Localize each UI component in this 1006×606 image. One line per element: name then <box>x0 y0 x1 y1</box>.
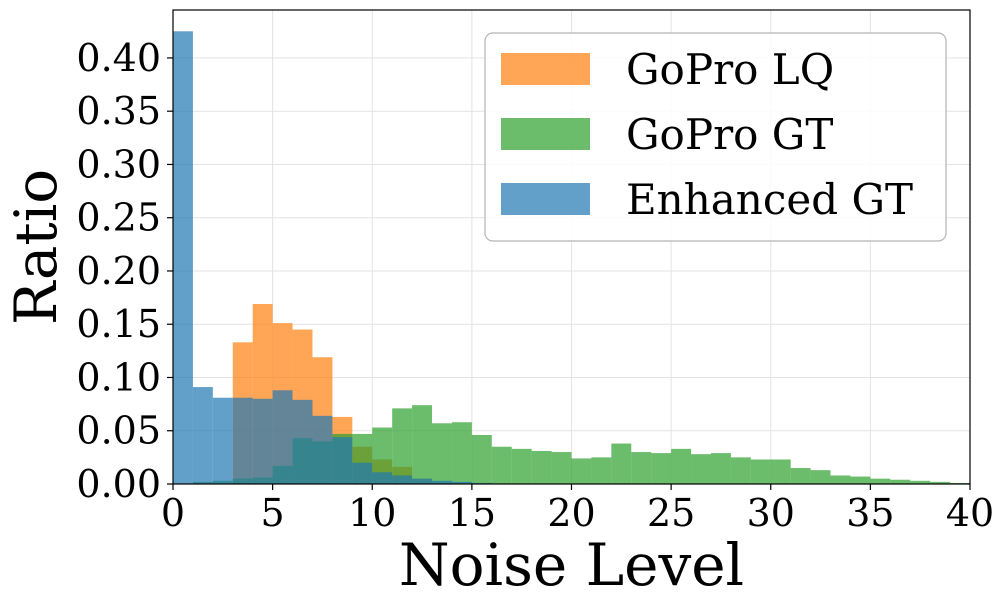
histogram-bar <box>591 457 612 484</box>
histogram-bar <box>671 448 692 484</box>
histogram-bar <box>212 397 233 484</box>
x-tick-label: 30 <box>747 491 795 535</box>
histogram-bar <box>412 405 433 484</box>
histogram-bar <box>511 448 532 484</box>
histogram-bar <box>850 476 871 484</box>
histogram-bar <box>691 454 711 484</box>
y-axis-label: Ratio <box>2 169 70 325</box>
legend-label: GoPro GT <box>626 110 833 159</box>
histogram-bar <box>810 470 831 484</box>
legend-swatch <box>501 53 590 85</box>
histogram-bar <box>750 459 771 484</box>
legend-item: Enhanced GT <box>501 175 913 224</box>
histogram-bar <box>252 398 273 484</box>
histogram-bar <box>890 479 911 484</box>
y-tick-label: 0.35 <box>76 89 161 133</box>
histogram-bar <box>352 462 373 484</box>
histogram-bar <box>451 422 472 484</box>
y-tick-label: 0.05 <box>76 409 161 453</box>
histogram-bar <box>392 408 413 484</box>
histogram-bar <box>910 480 931 484</box>
y-tick-label: 0.40 <box>76 36 161 80</box>
histogram-bar <box>392 475 413 484</box>
series-enhanced-gt <box>173 31 492 484</box>
x-tick-label: 10 <box>348 491 396 535</box>
histogram-bar <box>432 423 452 484</box>
histogram-bar <box>730 457 751 484</box>
x-tick-label: 35 <box>846 491 894 535</box>
legend-label: GoPro LQ <box>626 45 834 94</box>
legend-item: GoPro GT <box>501 110 833 159</box>
x-tick-label: 40 <box>946 491 994 535</box>
histogram-bar <box>571 458 592 484</box>
legend-swatch <box>501 118 590 150</box>
histogram-bar <box>471 435 492 484</box>
x-tick-label: 20 <box>547 491 595 535</box>
histogram-bar <box>631 452 652 484</box>
histogram-bar <box>312 415 333 484</box>
histogram-bar <box>830 475 851 484</box>
histogram-bar <box>451 481 472 484</box>
histogram-bars <box>173 31 970 484</box>
histogram-bar <box>790 468 811 484</box>
x-axis-ticks: 0 5 10 15 20 25 30 35 40 <box>161 484 994 535</box>
histogram-bar <box>870 478 891 484</box>
legend-item: GoPro LQ <box>501 45 834 94</box>
histogram-bar <box>292 399 313 484</box>
y-tick-label: 0.10 <box>76 355 161 399</box>
legend: GoPro LQ GoPro GT Enhanced GT <box>484 32 947 242</box>
histogram-bar <box>332 437 353 484</box>
histogram-bar <box>372 472 393 484</box>
histogram-bar <box>173 31 193 484</box>
histogram-bar <box>412 478 433 484</box>
y-tick-label: 0.00 <box>76 462 161 506</box>
histogram-bar <box>432 480 452 484</box>
x-tick-label: 5 <box>261 491 285 535</box>
histogram-bar <box>770 459 791 484</box>
y-tick-label: 0.30 <box>76 142 161 186</box>
histogram-bar <box>192 387 213 484</box>
legend-swatch <box>501 183 590 215</box>
histogram-bar <box>551 452 572 484</box>
histogram-bar <box>491 446 512 484</box>
histogram-bar <box>232 397 253 484</box>
histogram-bar <box>710 453 731 484</box>
x-axis-label: Noise Level <box>399 531 744 599</box>
histogram-bar <box>611 443 632 484</box>
x-tick-label: 15 <box>448 491 496 535</box>
histogram-bar <box>372 427 393 484</box>
histogram-bar <box>272 390 293 484</box>
x-tick-label: 0 <box>161 491 185 535</box>
y-tick-label: 0.15 <box>76 302 161 346</box>
histogram-bar <box>930 481 951 484</box>
histogram-bar <box>531 450 552 484</box>
legend-label: Enhanced GT <box>626 175 913 224</box>
y-tick-label: 0.20 <box>76 249 161 293</box>
legend-box <box>484 32 947 242</box>
y-axis-ticks: 0.00 0.05 0.10 0.15 0.20 0.25 0.30 0.35 0.40 <box>76 36 173 506</box>
histogram-bar <box>651 453 672 484</box>
y-tick-label: 0.25 <box>76 196 161 240</box>
x-tick-label: 25 <box>647 491 695 535</box>
